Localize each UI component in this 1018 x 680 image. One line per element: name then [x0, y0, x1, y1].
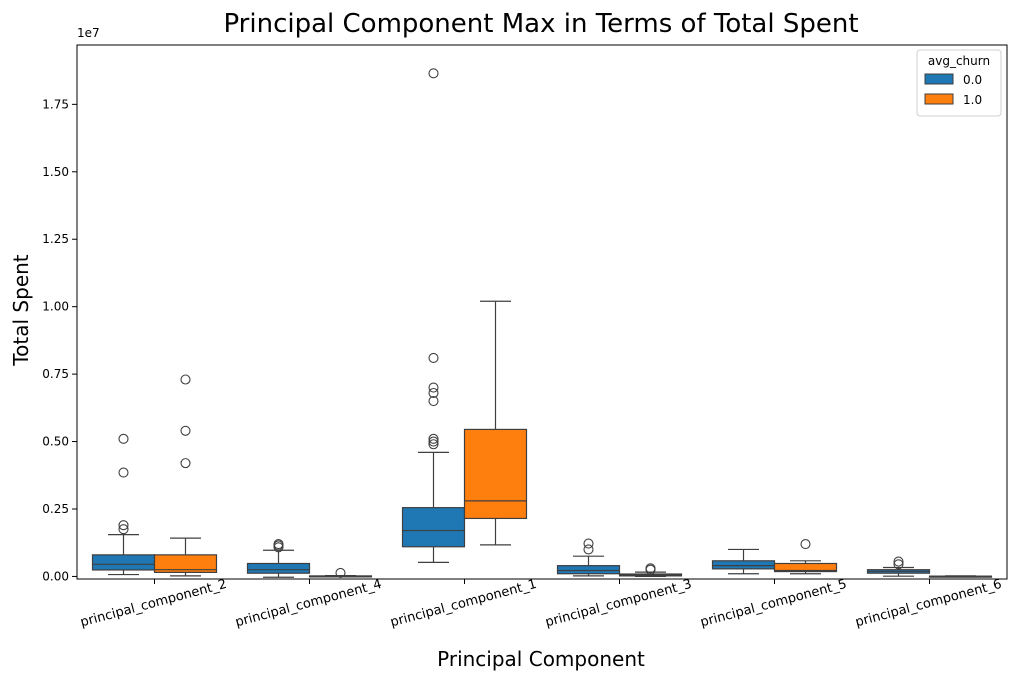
- x-tick-label: principal_component_6: [854, 577, 1004, 631]
- y-tick-label: 0.00: [42, 569, 69, 583]
- box-principal_component_1-1.0: [463, 300, 528, 546]
- outlier-point: [583, 544, 594, 555]
- y-tick-label: 1.00: [42, 300, 69, 314]
- outlier-point: [118, 520, 129, 531]
- y-offset-label: 1e7: [77, 26, 100, 40]
- box-principal_component_5-1.0: [773, 539, 838, 575]
- box-principal_component_2-1.0: [153, 374, 218, 577]
- outlier-point: [180, 425, 191, 436]
- box-principal_component_1-0.0: [401, 68, 466, 564]
- box-principal_component_5-0.0: [711, 548, 776, 575]
- outlier-point: [800, 539, 811, 550]
- box-iqr: [463, 428, 528, 520]
- x-tick-label: principal_component_4: [234, 577, 384, 631]
- y-tick-label: 0.25: [42, 502, 69, 516]
- outlier-point: [583, 538, 594, 549]
- box-principal_component_6-1.0: [928, 575, 993, 578]
- box-iqr: [153, 554, 218, 573]
- x-axis-label: Principal Component: [437, 647, 645, 671]
- chart-title: Principal Component Max in Terms of Tota…: [223, 9, 858, 39]
- outlier-point: [118, 433, 129, 444]
- y-tick-label: 1.25: [42, 232, 69, 246]
- x-tick-label: principal_component_1: [389, 577, 539, 631]
- outlier-point: [428, 387, 439, 399]
- box-principal_component_2-0.0: [91, 433, 156, 576]
- box-principal_component_4-0.0: [246, 539, 311, 578]
- outlier-point: [118, 524, 129, 535]
- outlier-point: [428, 433, 439, 444]
- outlier-point: [428, 352, 439, 363]
- outlier-point: [428, 396, 439, 407]
- outlier-point: [428, 68, 439, 79]
- box-iqr: [401, 507, 466, 548]
- legend: avg_churn 0.0 1.0: [916, 49, 1002, 117]
- box-iqr: [556, 565, 621, 575]
- box-iqr: [246, 562, 311, 574]
- legend-swatch: [924, 93, 954, 105]
- outlier-point: [428, 382, 439, 393]
- outlier-point: [893, 559, 904, 570]
- outlier-point: [180, 458, 191, 469]
- outlier-point: [428, 439, 439, 450]
- legend-title: avg_churn: [928, 54, 990, 68]
- box-principal_component_3-1.0: [618, 563, 683, 578]
- outlier-point: [428, 436, 439, 447]
- outlier-point: [180, 374, 191, 385]
- outlier-point: [893, 556, 904, 567]
- y-tick-label: 0.50: [42, 435, 69, 449]
- x-tick-label: principal_component_2: [79, 577, 229, 631]
- legend-label: 0.0: [963, 73, 982, 87]
- box-principal_component_4-1.0: [308, 567, 373, 578]
- box-iqr: [773, 562, 838, 573]
- legend-label: 1.0: [963, 93, 982, 107]
- box-iqr: [711, 560, 776, 570]
- y-axis-label: Total Spent: [9, 254, 33, 366]
- box-principal_component_3-0.0: [556, 538, 621, 577]
- box-iqr: [91, 554, 156, 571]
- y-tick-label: 1.75: [42, 97, 69, 111]
- outlier-point: [118, 467, 129, 478]
- outlier-point: [335, 567, 346, 578]
- box-principal_component_6-0.0: [866, 556, 931, 577]
- x-tick-label: principal_component_3: [544, 577, 694, 631]
- legend-swatch: [924, 73, 954, 85]
- outlier-point: [273, 539, 284, 550]
- plot-frame: [76, 44, 1008, 580]
- x-tick-label: principal_component_5: [699, 577, 849, 631]
- outlier-point: [645, 563, 656, 574]
- plot-area: 0.00 0.25 0.50 0.75 1.00 1.25 1.50 1.75 principa…: [42, 68, 1004, 631]
- y-tick-label: 1.50: [42, 165, 69, 179]
- y-tick-label: 0.75: [42, 367, 69, 381]
